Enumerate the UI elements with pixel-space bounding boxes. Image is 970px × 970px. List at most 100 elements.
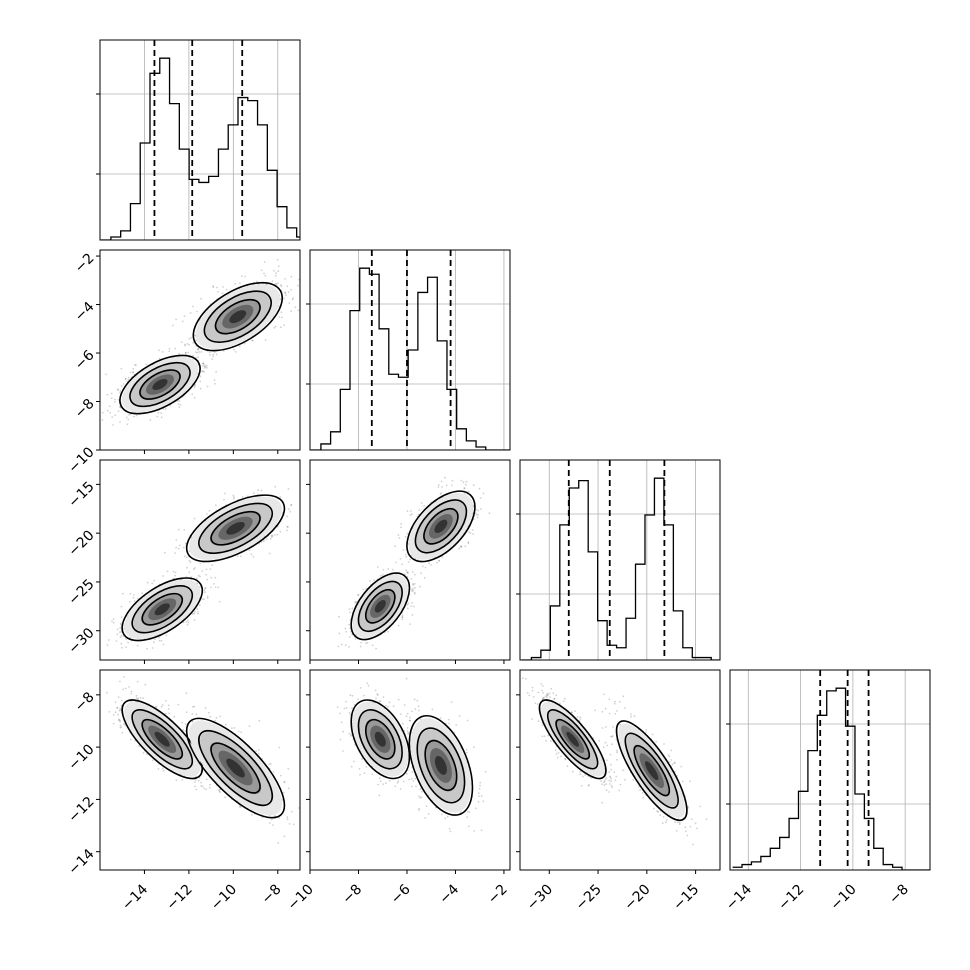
- sample-point: [162, 575, 164, 577]
- sample-point: [244, 276, 246, 278]
- sample-point: [407, 572, 409, 574]
- sample-point: [123, 676, 125, 678]
- sample-point: [168, 350, 170, 352]
- sample-point: [348, 624, 350, 626]
- sample-point: [358, 594, 360, 596]
- sample-point: [160, 412, 162, 414]
- sample-point: [270, 538, 272, 540]
- sample-point: [121, 385, 123, 387]
- sample-point: [441, 481, 443, 483]
- sample-point: [398, 534, 400, 536]
- sample-point: [209, 354, 211, 356]
- sample-point: [125, 688, 127, 690]
- sample-point: [477, 517, 479, 519]
- sample-point: [468, 531, 470, 533]
- sample-point: [274, 534, 276, 536]
- sample-point: [111, 620, 113, 622]
- sample-point: [288, 488, 290, 490]
- sample-point: [409, 623, 411, 625]
- sample-point: [422, 566, 424, 568]
- sample-point: [205, 789, 207, 791]
- sample-point: [203, 364, 205, 366]
- sample-point: [161, 640, 163, 642]
- sample-point: [120, 643, 122, 645]
- sample-point: [261, 490, 263, 492]
- sample-point: [241, 275, 243, 277]
- sample-point: [122, 688, 124, 690]
- sample-point: [476, 514, 478, 516]
- sample-point: [273, 270, 275, 272]
- sample-point: [212, 355, 214, 357]
- sample-point: [271, 535, 273, 537]
- sample-point: [199, 563, 201, 565]
- sample-point: [202, 365, 204, 367]
- sample-point: [174, 348, 176, 350]
- sample-point: [115, 701, 117, 703]
- sample-point: [163, 644, 165, 646]
- sample-point: [278, 316, 280, 318]
- sample-point: [165, 408, 167, 410]
- sample-point: [280, 284, 282, 286]
- sample-point: [414, 574, 416, 576]
- sample-point: [341, 644, 343, 646]
- sample-point: [182, 779, 184, 781]
- sample-point: [345, 631, 347, 633]
- sample-point: [146, 753, 148, 755]
- sample-point: [147, 582, 149, 584]
- sample-point: [178, 529, 180, 531]
- sample-point: [134, 364, 136, 366]
- sample-point: [345, 628, 347, 630]
- panel-1-0: −10−8−6−4−2: [65, 250, 306, 477]
- sample-point: [405, 556, 407, 558]
- sample-point: [240, 555, 242, 557]
- sample-point: [281, 317, 283, 319]
- sample-point: [187, 352, 189, 354]
- sample-point: [257, 489, 259, 491]
- sample-point: [201, 370, 203, 372]
- sample-point: [214, 379, 216, 381]
- sample-point: [297, 285, 299, 287]
- sample-point: [288, 302, 290, 304]
- sample-point: [174, 552, 176, 554]
- sample-point: [215, 586, 217, 588]
- sample-point: [150, 419, 152, 421]
- sample-point: [214, 383, 216, 385]
- sample-point: [186, 556, 188, 558]
- sample-point: [464, 488, 466, 490]
- sample-point: [251, 553, 253, 555]
- sample-point: [265, 275, 267, 277]
- sample-point: [206, 513, 208, 515]
- sample-point: [265, 339, 267, 341]
- sample-point: [125, 378, 127, 380]
- sample-point: [438, 560, 440, 562]
- sample-point: [166, 635, 168, 637]
- sample-point: [127, 423, 129, 425]
- sample-point: [205, 366, 207, 368]
- sample-point: [403, 549, 405, 551]
- sample-point: [407, 510, 409, 512]
- sample-point: [398, 625, 400, 627]
- sample-point: [188, 622, 190, 624]
- sample-point: [419, 586, 421, 588]
- sample-point: [405, 554, 407, 556]
- sample-point: [114, 401, 116, 403]
- sample-point: [349, 608, 351, 610]
- sample-point: [275, 272, 277, 274]
- sample-point: [207, 386, 209, 388]
- sample-point: [463, 481, 465, 483]
- sample-point: [194, 397, 196, 399]
- sample-point: [199, 351, 201, 353]
- sample-point: [412, 583, 414, 585]
- sample-point: [201, 351, 203, 353]
- sample-point: [217, 587, 219, 589]
- sample-point: [175, 539, 177, 541]
- sample-point: [360, 642, 362, 644]
- sample-point: [295, 306, 297, 308]
- sample-point: [107, 644, 109, 646]
- sample-point: [136, 695, 138, 697]
- sample-point: [345, 644, 347, 646]
- sample-point: [400, 523, 402, 525]
- sample-point: [119, 421, 121, 423]
- sample-point: [174, 575, 176, 577]
- sample-point: [175, 319, 177, 321]
